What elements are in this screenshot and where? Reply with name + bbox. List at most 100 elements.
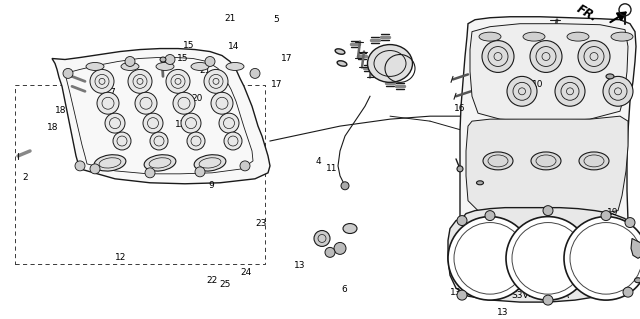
Circle shape: [555, 76, 585, 106]
Circle shape: [623, 287, 633, 297]
Text: 21: 21: [225, 14, 236, 23]
Ellipse shape: [634, 278, 640, 283]
Circle shape: [204, 70, 228, 93]
Text: 10: 10: [532, 80, 543, 89]
Text: 16: 16: [454, 104, 465, 113]
Ellipse shape: [523, 32, 545, 41]
Text: 13: 13: [450, 288, 461, 298]
Circle shape: [150, 132, 168, 150]
Text: 17: 17: [281, 55, 292, 63]
Circle shape: [113, 132, 131, 150]
Circle shape: [564, 217, 640, 300]
Ellipse shape: [579, 152, 609, 170]
Circle shape: [75, 161, 85, 171]
Text: 13: 13: [497, 308, 508, 316]
Circle shape: [341, 182, 349, 190]
Polygon shape: [466, 116, 628, 217]
Circle shape: [125, 56, 135, 66]
Ellipse shape: [191, 63, 209, 70]
Text: 19: 19: [607, 208, 619, 217]
Circle shape: [240, 161, 250, 171]
Ellipse shape: [94, 155, 126, 171]
Circle shape: [325, 248, 335, 257]
Circle shape: [211, 92, 233, 114]
Ellipse shape: [337, 61, 347, 66]
Text: 25: 25: [220, 280, 231, 289]
Circle shape: [543, 295, 553, 305]
Text: 18: 18: [55, 106, 67, 115]
Ellipse shape: [160, 57, 166, 62]
Circle shape: [314, 231, 330, 246]
Circle shape: [105, 113, 125, 133]
Circle shape: [90, 70, 114, 93]
Polygon shape: [631, 239, 640, 258]
Circle shape: [250, 69, 260, 78]
Text: 14: 14: [228, 42, 239, 51]
Circle shape: [334, 242, 346, 254]
Circle shape: [205, 56, 215, 66]
Text: 15: 15: [183, 41, 195, 50]
Circle shape: [219, 113, 239, 133]
Ellipse shape: [606, 74, 614, 79]
Text: 20: 20: [191, 94, 203, 103]
Circle shape: [485, 211, 495, 220]
Ellipse shape: [367, 45, 413, 82]
Circle shape: [195, 167, 205, 177]
Polygon shape: [52, 48, 270, 184]
Circle shape: [457, 216, 467, 226]
Circle shape: [543, 206, 553, 216]
Circle shape: [97, 92, 119, 114]
Text: 18: 18: [47, 122, 58, 132]
Circle shape: [128, 70, 152, 93]
Circle shape: [165, 55, 175, 64]
Circle shape: [145, 168, 155, 178]
Ellipse shape: [611, 32, 633, 41]
Text: 11: 11: [326, 164, 338, 173]
Text: 3: 3: [393, 73, 398, 82]
Circle shape: [135, 92, 157, 114]
Text: 23: 23: [255, 219, 267, 228]
Circle shape: [578, 41, 610, 72]
Circle shape: [457, 290, 467, 300]
Ellipse shape: [121, 63, 139, 70]
Ellipse shape: [457, 166, 463, 172]
Text: 9: 9: [209, 181, 214, 190]
Text: 17: 17: [271, 80, 282, 89]
Circle shape: [530, 41, 562, 72]
Ellipse shape: [483, 152, 513, 170]
Polygon shape: [460, 17, 636, 291]
Circle shape: [173, 92, 195, 114]
Polygon shape: [470, 24, 628, 121]
Ellipse shape: [156, 63, 174, 70]
Text: 22: 22: [207, 276, 218, 285]
Ellipse shape: [194, 155, 226, 171]
Text: 7: 7: [109, 88, 115, 97]
Polygon shape: [448, 208, 632, 302]
Circle shape: [603, 76, 633, 106]
Ellipse shape: [477, 181, 483, 185]
Text: S3V4E1001A: S3V4E1001A: [511, 291, 569, 300]
Ellipse shape: [226, 63, 244, 70]
Circle shape: [224, 132, 242, 150]
Text: 2: 2: [23, 173, 28, 182]
Circle shape: [625, 218, 635, 227]
Circle shape: [166, 70, 190, 93]
Text: 21: 21: [199, 66, 211, 76]
Ellipse shape: [144, 155, 176, 171]
Ellipse shape: [86, 63, 104, 70]
Circle shape: [90, 164, 100, 174]
Circle shape: [63, 69, 73, 78]
Text: 15: 15: [177, 54, 188, 63]
Text: 12: 12: [115, 253, 126, 262]
Ellipse shape: [343, 224, 357, 234]
Text: 5: 5: [274, 15, 279, 24]
Text: 1: 1: [163, 134, 168, 143]
Circle shape: [482, 41, 514, 72]
Circle shape: [143, 113, 163, 133]
Ellipse shape: [479, 32, 501, 41]
Text: 4: 4: [316, 157, 321, 166]
Circle shape: [448, 217, 532, 300]
Text: 12: 12: [175, 120, 186, 129]
Text: 13: 13: [294, 261, 305, 270]
Ellipse shape: [567, 32, 589, 41]
